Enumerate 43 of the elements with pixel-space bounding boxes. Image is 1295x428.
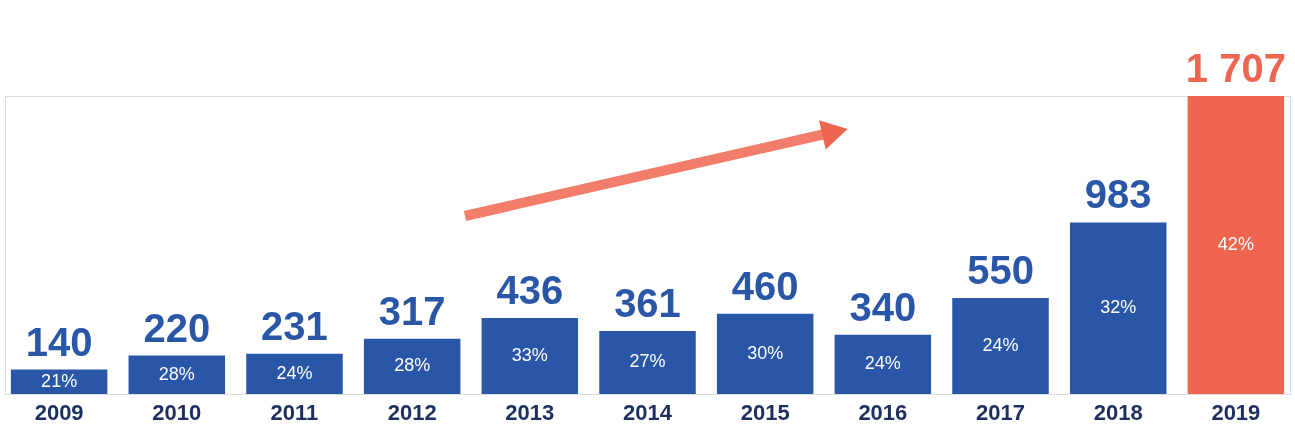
x-tick-label: 2015 [740, 399, 790, 425]
annotation: 24% [864, 353, 901, 374]
x-tick-label: 2014 [623, 399, 673, 425]
bar [128, 355, 226, 394]
x-tick-label: 2017 [976, 399, 1025, 425]
x-tick-label: 2016 [858, 399, 908, 425]
x-tick-label: 2010 [152, 399, 202, 425]
annotation: 33% [511, 344, 548, 365]
data-label: 460 [731, 263, 799, 308]
data-label: 231 [261, 303, 328, 348]
x-tick-label: 2018 [1093, 399, 1143, 425]
annotation: 24% [982, 334, 1019, 355]
data-label: 983 [1084, 172, 1152, 217]
bar [246, 353, 343, 394]
bar [363, 338, 461, 394]
data-label: 436 [496, 267, 564, 312]
data-label: 1 707 [1185, 46, 1286, 90]
bar [952, 297, 1049, 394]
annotation: 42% [1217, 234, 1254, 254]
data-label: 317 [378, 288, 446, 333]
data-label: 340 [849, 284, 917, 329]
annotation: 28% [394, 355, 431, 376]
annotation: 28% [158, 363, 195, 384]
data-label: 550 [967, 247, 1034, 292]
data-label: 361 [614, 280, 681, 325]
bar [834, 334, 932, 394]
annotation: 30% [747, 342, 784, 363]
x-tick-label: 2012 [387, 399, 437, 425]
bar [716, 313, 814, 394]
x-tick-label: 2009 [34, 399, 84, 425]
annotation: 21% [41, 370, 78, 391]
bar [1187, 96, 1285, 394]
data-label: 140 [25, 319, 93, 364]
bar [599, 330, 696, 394]
annotation: 32% [1100, 297, 1137, 318]
x-tick-label: 2011 [270, 399, 319, 425]
bar [1069, 222, 1167, 394]
annotation: 24% [276, 362, 313, 383]
bar [481, 317, 579, 394]
x-tick-label: 2019 [1211, 399, 1261, 425]
x-tick-label: 2013 [505, 399, 555, 425]
data-label: 220 [143, 305, 211, 350]
annotation: 27% [629, 351, 666, 372]
